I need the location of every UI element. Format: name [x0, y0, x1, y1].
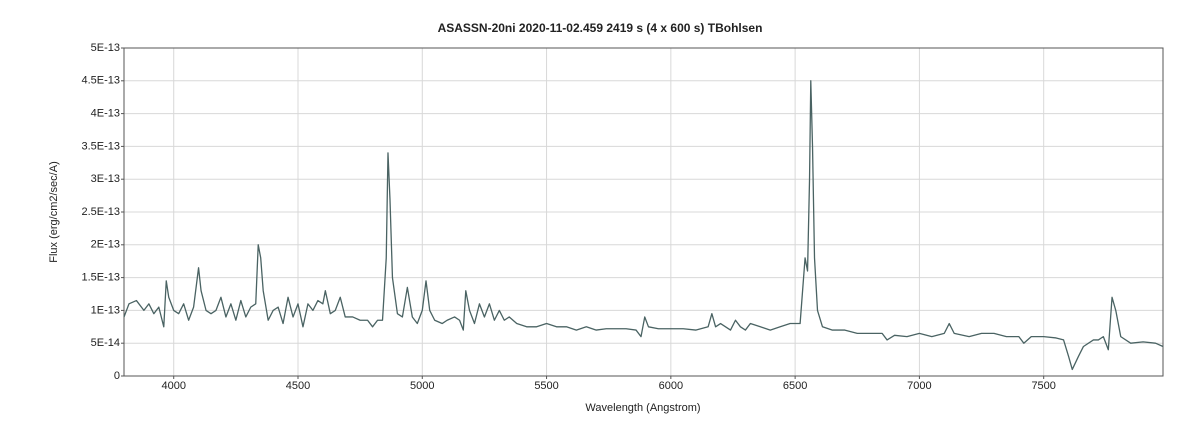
x-tick-label: 6000 — [659, 380, 683, 392]
y-tick-label: 0 — [114, 370, 120, 382]
y-tick-label: 5E-14 — [91, 337, 120, 349]
y-tick-label: 3E-13 — [91, 173, 120, 185]
y-tick-label: 2.5E-13 — [81, 206, 120, 218]
x-tick-label: 6500 — [783, 380, 807, 392]
plot-frame — [123, 47, 1164, 377]
x-tick-label: 7000 — [907, 380, 931, 392]
y-tick-label: 5E-13 — [91, 42, 120, 54]
x-axis-label: Wavelength (Angstrom) — [585, 402, 700, 414]
y-tick-label: 1.5E-13 — [81, 272, 120, 284]
x-tick-label: 5500 — [534, 380, 558, 392]
x-tick-label: 4000 — [161, 380, 185, 392]
y-tick-label: 3.5E-13 — [81, 140, 120, 152]
y-tick-label: 4.5E-13 — [81, 75, 120, 87]
spectrum-line — [123, 80, 1164, 371]
y-axis-label: Flux (erg/cm2/sec/A) — [48, 161, 60, 262]
x-tick-label: 5000 — [410, 380, 434, 392]
y-tick-label: 1E-13 — [91, 304, 120, 316]
y-tick-label: 4E-13 — [91, 108, 120, 120]
x-tick-label: 4500 — [286, 380, 310, 392]
x-tick-label: 7500 — [1031, 380, 1055, 392]
y-tick-label: 2E-13 — [91, 239, 120, 251]
chart-title: ASASSN-20ni 2020-11-02.459 2419 s (4 x 6… — [438, 21, 763, 35]
